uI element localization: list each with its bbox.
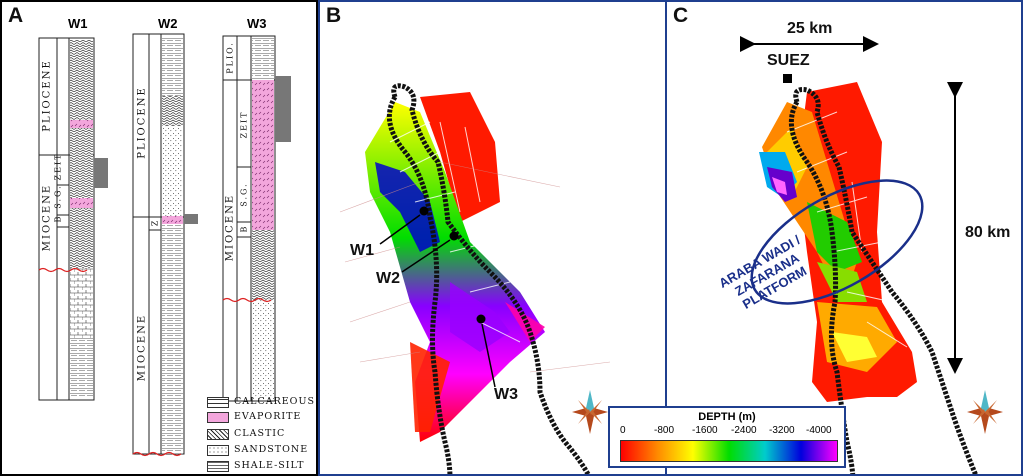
legend-calcareous: CALCAREOUS xyxy=(234,396,315,407)
well-w1-map-label: W1 xyxy=(350,242,374,259)
well-w3-map-label: W3 xyxy=(494,386,518,403)
suez-label: SUEZ xyxy=(767,52,810,69)
w3-miocene-label: MIOCENE xyxy=(224,193,236,262)
legend-sandstone: SANDSTONE xyxy=(234,444,309,455)
panel-a-label: A xyxy=(8,4,24,27)
w1-zeit-label: ZEIT xyxy=(53,152,63,181)
depth-ticks: 0 -800 -1600 -2400 -3200 -4000 xyxy=(610,425,844,439)
w2-z-label: Z xyxy=(150,218,160,227)
well-w1-title: W1 xyxy=(68,16,88,31)
legend-clastic: CLASTIC xyxy=(234,428,286,439)
shale-silt-swatch xyxy=(207,461,229,472)
panel-b-label: B xyxy=(326,4,342,27)
coastline-west-c xyxy=(788,100,856,474)
compass-rose-icon xyxy=(572,390,608,434)
legend-evaporite: EVAPORITE xyxy=(234,411,302,422)
w1-pliocene-label: PLIOCENE xyxy=(41,59,53,132)
clastic-swatch xyxy=(207,429,229,440)
depth-gradient-bar xyxy=(620,440,838,462)
well-w1-column xyxy=(38,37,108,401)
stratigraphic-columns xyxy=(38,33,291,457)
legend-shale-silt: SHALE-SILT xyxy=(234,460,305,471)
panel-a: A W1 W2 W3 PLIOCENE MIOCENE ZEIT S.G. B … xyxy=(0,0,318,476)
panel-c-label: C xyxy=(673,4,689,27)
well-w2-title: W2 xyxy=(158,16,178,31)
sandstone-swatch xyxy=(207,445,229,456)
coastline-east-c xyxy=(793,87,979,474)
panel-b: B W1 W2 W3 xyxy=(318,0,667,476)
compass-rose-icon-c xyxy=(967,390,1003,434)
depth-tick-800: -800 xyxy=(654,425,675,436)
depth-colorbar: DEPTH (m) 0 -800 -1600 -2400 -3200 -4000 xyxy=(608,406,846,468)
suez-city-marker xyxy=(783,74,792,83)
well-w2-map-label: W2 xyxy=(376,270,400,287)
high-zone-red xyxy=(420,92,500,222)
horizontal-scale-label: 25 km xyxy=(787,20,833,37)
well-w3-marker xyxy=(476,314,486,324)
w2-miocene-label: MIOCENE xyxy=(136,313,148,382)
w1-b-label: B xyxy=(53,214,63,223)
w3-zeit-label: ZEIT xyxy=(239,110,249,139)
w1-sg-label: S.G. xyxy=(53,184,63,209)
depth-map-c xyxy=(740,36,1003,474)
coastline-east xyxy=(391,83,591,474)
depth-tick-0: 0 xyxy=(620,425,626,436)
depth-tick-1600: -1600 xyxy=(692,425,718,436)
w3-b-label: B xyxy=(239,224,249,233)
w3-sg-label: S.G. xyxy=(239,182,249,207)
well-w3-column xyxy=(222,35,291,402)
evaporite-swatch xyxy=(207,412,229,423)
depth-tick-2400: -2400 xyxy=(731,425,757,436)
w1-miocene-label: MIOCENE xyxy=(41,183,53,252)
depth-tick-3200: -3200 xyxy=(769,425,795,436)
vertical-scale-label: 80 km xyxy=(965,224,1011,241)
well-w1-marker xyxy=(419,206,429,216)
well-w2-marker xyxy=(449,231,459,241)
depth-tick-4000: -4000 xyxy=(806,425,832,436)
w2-pliocene-label: PLIOCENE xyxy=(136,86,148,159)
calcareous-swatch xyxy=(207,397,229,408)
depth-map-b xyxy=(339,83,611,474)
platform-outline xyxy=(750,179,924,305)
depth-colorbar-title: DEPTH (m) xyxy=(698,411,756,423)
well-w3-title: W3 xyxy=(247,16,267,31)
well-w2-column xyxy=(132,33,198,457)
w3-plio-label: PLIO. xyxy=(225,41,235,74)
panel-c: C 25 km 80 km SUEZ ARABA WADI / ZAFARANA… xyxy=(667,0,1023,476)
coastline-west xyxy=(386,95,453,474)
